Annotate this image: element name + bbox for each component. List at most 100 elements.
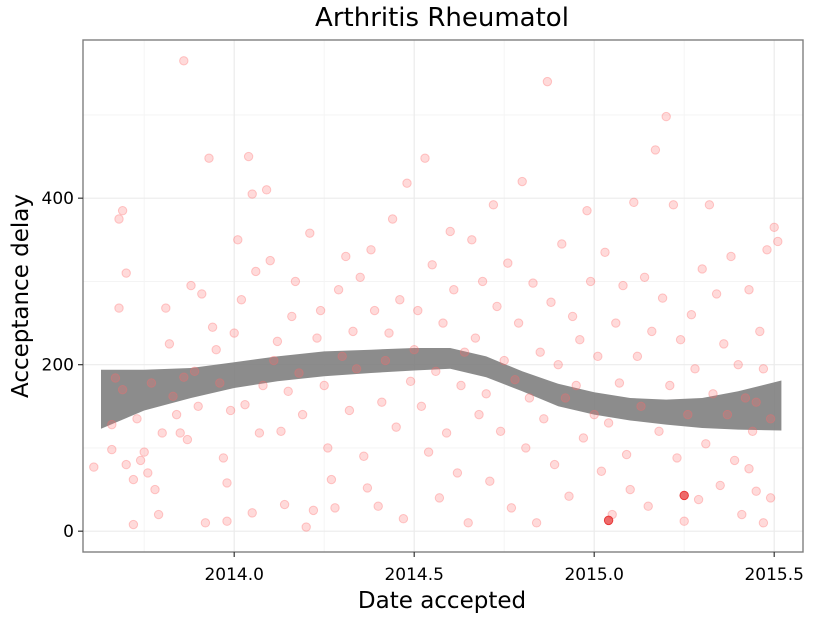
scatter-point: [578, 433, 589, 443]
scatter-point: [629, 197, 639, 208]
scatter-point: [596, 466, 607, 476]
scatter-point: [737, 509, 747, 520]
scatter-point: [553, 359, 563, 370]
scatter-point: [330, 503, 340, 513]
scatter-point: [661, 111, 671, 122]
scatter-point: [513, 318, 524, 328]
scatter-point: [121, 268, 131, 278]
scatter-point: [539, 414, 549, 424]
scatter-point: [452, 468, 463, 478]
smooth-band: [101, 348, 782, 431]
scatter-point: [427, 260, 437, 270]
scatter-point: [204, 153, 214, 163]
scatter-point: [632, 351, 643, 362]
scatter-point: [650, 145, 661, 155]
scatter-point: [719, 339, 729, 349]
scatter-point: [503, 258, 513, 268]
scatter-point: [161, 303, 171, 313]
scatter-point: [218, 453, 229, 463]
scatter-point: [258, 380, 268, 391]
scatter-point: [729, 455, 740, 466]
scatter-point: [722, 409, 733, 420]
scatter-point: [179, 372, 189, 382]
scatter-point: [269, 355, 279, 366]
scatter-point: [665, 380, 675, 391]
scatter-point: [697, 264, 707, 274]
scatter-point: [110, 373, 121, 383]
scatter-point: [431, 366, 441, 377]
scatter-point: [186, 280, 196, 291]
scatter-point: [387, 214, 398, 224]
scatter-point: [481, 389, 491, 399]
scatter-point: [668, 200, 679, 210]
scatter-point: [333, 285, 344, 295]
scatter-point: [272, 336, 283, 347]
scatter-point: [247, 189, 257, 199]
scatter-point: [175, 428, 185, 438]
scatter-point-highlight: [679, 490, 689, 501]
scatter-point: [449, 285, 459, 295]
scatter-point: [708, 389, 718, 399]
scatter-point: [211, 344, 221, 355]
scatter-point: [636, 401, 646, 412]
scatter-point: [506, 503, 517, 513]
scatter-point: [657, 293, 668, 303]
scatter-point: [744, 464, 754, 474]
scatter-point: [171, 409, 182, 420]
scatter-point: [477, 276, 488, 287]
scatter-point: [499, 355, 509, 366]
scatter-point: [247, 508, 257, 518]
scatter-point: [614, 378, 625, 388]
scatter-point: [287, 311, 297, 322]
scatter-point: [139, 447, 149, 457]
scatter-point: [747, 426, 758, 436]
scatter-point: [301, 522, 311, 532]
scatter-point: [546, 297, 556, 307]
scatter-point: [413, 305, 423, 316]
scatter-point: [420, 153, 430, 163]
x-tick-label: 2014.0: [204, 565, 263, 585]
scatter-point: [528, 278, 538, 288]
scatter-point: [621, 449, 632, 460]
y-axis-title: Acceptance delay: [8, 194, 34, 398]
scatter-point: [366, 245, 376, 255]
scatter-point: [182, 434, 193, 445]
scatter-point: [564, 491, 574, 501]
scatter-point: [207, 322, 218, 332]
scatter-point: [686, 310, 697, 320]
scatter-point: [589, 409, 599, 420]
scatter-point: [315, 305, 326, 316]
scatter-point: [647, 326, 657, 337]
scatter-point: [121, 459, 131, 470]
scatter-point: [135, 455, 146, 466]
scatter-point: [560, 393, 571, 403]
scatter-point: [585, 276, 596, 287]
scatter-point: [557, 239, 567, 249]
scatter-point: [438, 318, 448, 328]
scatter-point: [279, 499, 290, 510]
scatter-point: [549, 459, 560, 470]
scatter-point: [755, 326, 765, 337]
scatter-point: [582, 205, 592, 216]
scatter-point: [351, 364, 362, 374]
scatter-point: [355, 272, 365, 282]
plot-frame: [82, 39, 804, 553]
chart-title: Arthritis Rheumatol: [315, 3, 569, 33]
y-tick-label: 0: [63, 522, 74, 542]
scatter-point: [308, 505, 319, 516]
scatter-point: [495, 426, 506, 436]
scatter-point: [380, 355, 391, 366]
scatter-point: [488, 200, 499, 210]
scatter-point: [326, 474, 337, 485]
scatter-point: [571, 380, 581, 391]
scatter-point: [765, 493, 776, 503]
scatter-point: [243, 151, 254, 162]
scatter-point: [467, 235, 477, 245]
scatter-point: [297, 409, 308, 420]
scatter-point: [639, 272, 650, 282]
scatter-point: [290, 276, 301, 287]
scatter-point: [132, 414, 142, 424]
scatter-point: [348, 326, 358, 337]
scatter-point: [117, 205, 128, 216]
